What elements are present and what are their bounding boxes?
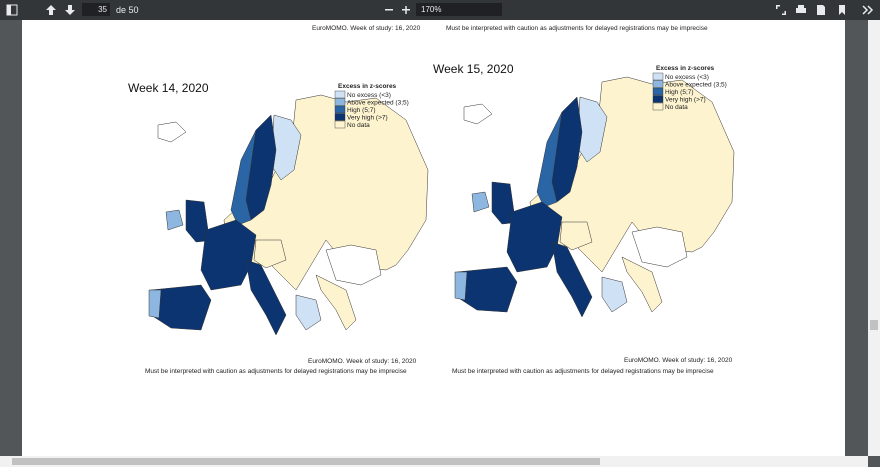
bookmark-button[interactable]	[836, 4, 848, 16]
map-week-14	[148, 94, 429, 336]
zoom-select[interactable]: 170%	[416, 3, 502, 16]
legend-label: No excess (<3)	[347, 92, 391, 99]
prev-page-button[interactable]	[45, 4, 57, 16]
legend-swatch	[652, 95, 664, 103]
legend-swatch	[334, 105, 346, 114]
page-caution: Must be interpreted with caution as adju…	[446, 25, 708, 32]
map-source: EuroMOMO. Week of study: 16, 2020	[624, 357, 733, 364]
map-title: Week 15, 2020	[433, 62, 514, 76]
legend-label: High (5;7)	[347, 107, 376, 114]
toolbar: 35 de 50 170%	[0, 0, 880, 20]
next-page-button[interactable]	[64, 4, 76, 16]
legend-label: Above expected (3;5)	[347, 100, 409, 107]
fit-button[interactable]	[775, 4, 787, 16]
legend-label: No data	[347, 122, 370, 129]
legend-swatch	[652, 102, 664, 111]
map-title: Week 14, 2020	[128, 81, 209, 95]
legend-title: Excess in z-scores	[656, 65, 715, 72]
legend-label: Very high (>7)	[347, 115, 388, 122]
legend-swatch	[652, 72, 664, 81]
zoom-out-button[interactable]	[383, 4, 395, 16]
more-button[interactable]	[862, 4, 874, 16]
legend-swatch	[652, 80, 664, 88]
download-button[interactable]	[815, 4, 827, 16]
legend-label: No excess (<3)	[665, 74, 709, 81]
legend-label: No data	[665, 104, 688, 111]
zoom-in-button[interactable]	[400, 4, 412, 16]
map-caution: Must be interpreted with caution as adju…	[452, 368, 714, 375]
pdf-page: EuroMOMO. Week of study: 16, 2020 Must b…	[22, 20, 845, 456]
legend-swatch	[652, 87, 664, 96]
legend-swatch	[334, 120, 346, 129]
legend-label: Above expected (3;5)	[665, 82, 727, 89]
page-source: EuroMOMO. Week of study: 16, 2020	[312, 25, 421, 32]
page-content: EuroMOMO. Week of study: 16, 2020 Must b…	[128, 25, 735, 375]
legend-label: High (5;7)	[665, 89, 694, 96]
map-source: EuroMOMO. Week of study: 16, 2020	[308, 358, 417, 365]
document-view: EuroMOMO. Week of study: 16, 2020 Must b…	[0, 20, 868, 456]
legend-swatch	[334, 113, 346, 121]
legend-swatch	[334, 90, 346, 99]
legend-title: Excess in z-scores	[338, 83, 397, 90]
vertical-scrollbar[interactable]	[868, 20, 880, 456]
horizontal-scrollbar[interactable]	[0, 456, 868, 467]
print-button[interactable]	[795, 4, 807, 16]
page-number-input[interactable]: 35	[82, 3, 110, 16]
legend-label: Very high (>7)	[665, 97, 706, 104]
legend-swatch	[334, 98, 346, 106]
map-week-15	[454, 76, 735, 318]
page-total: de 50	[116, 5, 139, 15]
sidebar-button[interactable]	[6, 4, 18, 16]
map-caution: Must be interpreted with caution as adju…	[145, 368, 407, 375]
